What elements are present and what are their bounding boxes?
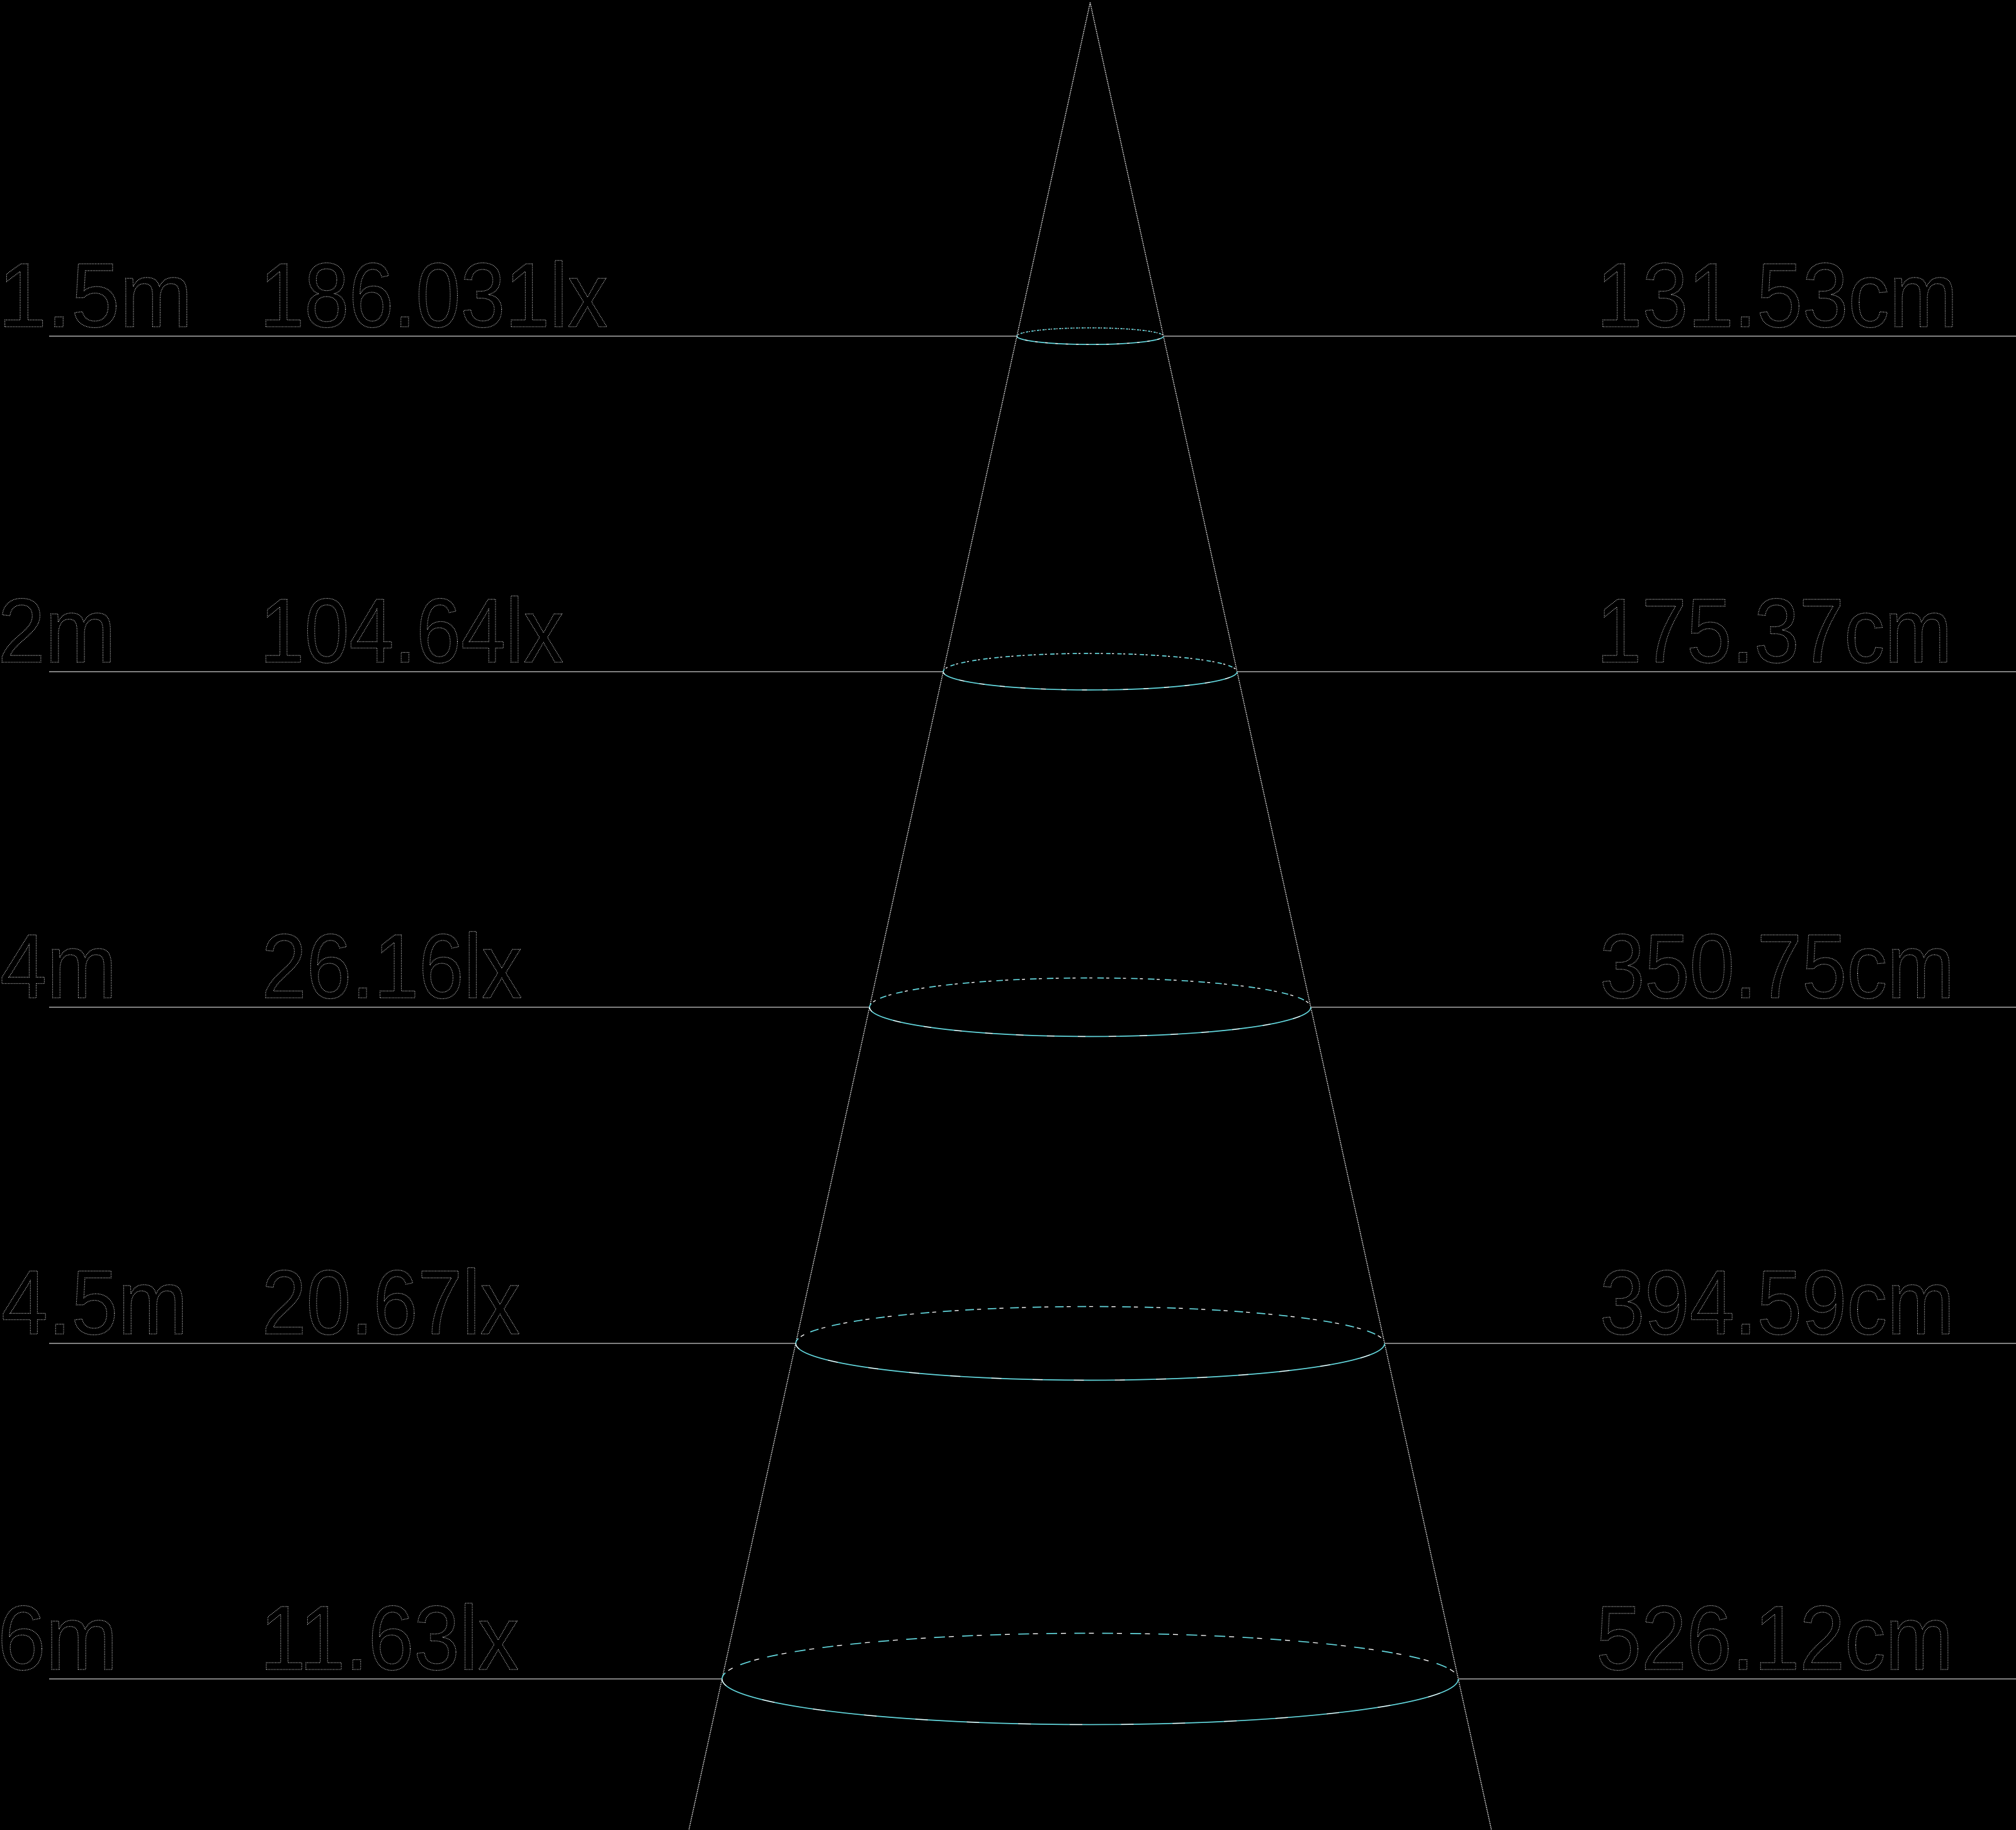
svg-text:4m: 4m: [0, 915, 117, 1017]
svg-text:186.031lx: 186.031lx: [260, 244, 608, 346]
svg-text:20.67lx: 20.67lx: [262, 1251, 520, 1353]
svg-text:1.5m: 1.5m: [0, 244, 193, 346]
svg-text:11.63lx: 11.63lx: [260, 1586, 519, 1689]
svg-text:131.53cm: 131.53cm: [1597, 244, 1958, 346]
svg-text:526.12cm: 526.12cm: [1596, 1586, 1953, 1689]
svg-text:2m: 2m: [0, 579, 116, 682]
svg-text:175.37cm: 175.37cm: [1597, 579, 1952, 682]
svg-text:4.5m: 4.5m: [1, 1251, 188, 1353]
svg-text:104.64lx: 104.64lx: [260, 579, 564, 682]
svg-text:26.16lx: 26.16lx: [262, 915, 523, 1017]
svg-text:350.75cm: 350.75cm: [1600, 915, 1955, 1017]
svg-text:6m: 6m: [0, 1586, 118, 1689]
svg-text:394.59cm: 394.59cm: [1600, 1251, 1955, 1353]
